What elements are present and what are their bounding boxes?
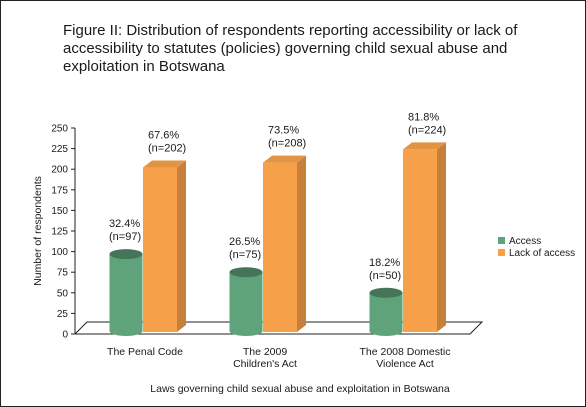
legend-label: Lack of access xyxy=(509,248,575,259)
access-bar-body xyxy=(109,254,143,331)
lack-data-label: (n=208) xyxy=(268,138,306,150)
access-bar-top xyxy=(229,267,263,278)
y-tick-label: 0 xyxy=(62,330,68,341)
access-bar-top xyxy=(369,287,403,298)
lack-bar-front xyxy=(143,167,177,332)
access-data-label: 32.4% xyxy=(109,218,140,230)
y-axis-title: Number of respondents xyxy=(32,176,44,286)
lack-bar-front xyxy=(263,162,297,332)
y-tick-label: 75 xyxy=(57,268,69,279)
access-bar-base xyxy=(109,326,143,336)
lack-bar-side xyxy=(297,155,306,332)
lack-data-label: 81.8% xyxy=(408,111,439,123)
category-label: Children's Act xyxy=(233,358,297,370)
access-bar-body xyxy=(229,272,263,331)
access-bar-base xyxy=(229,326,263,336)
lack-data-label: (n=224) xyxy=(408,124,446,136)
y-tick-label: 250 xyxy=(51,124,68,135)
access-data-label: (n=50) xyxy=(369,270,401,282)
access-data-label: (n=97) xyxy=(109,231,141,243)
lack-data-label: 67.6% xyxy=(148,130,179,142)
category-label: The 2008 Domestic xyxy=(359,346,450,358)
lack-data-label: (n=202) xyxy=(148,143,186,155)
access-data-label: 18.2% xyxy=(369,257,400,269)
access-data-label: 26.5% xyxy=(229,236,260,248)
chart-title: Figure II: Distribution of respondents r… xyxy=(63,22,518,75)
category-label: The Penal Code xyxy=(107,346,183,358)
lack-bar-front xyxy=(403,149,437,332)
y-tick-label: 225 xyxy=(51,144,68,155)
y-tick-label: 150 xyxy=(51,206,68,217)
lack-bar-side xyxy=(437,142,446,332)
y-tick-label: 175 xyxy=(51,185,68,196)
legend-swatch xyxy=(498,237,505,244)
lack-bar-top xyxy=(403,142,446,150)
legend-label: Access xyxy=(509,236,541,247)
y-tick-label: 50 xyxy=(57,288,69,299)
x-axis-title: Laws governing child sexual abuse and ex… xyxy=(150,383,450,395)
lack-bar-side xyxy=(177,160,186,332)
y-tick-label: 125 xyxy=(51,227,68,238)
lack-bar-top xyxy=(143,160,186,168)
access-bar-body xyxy=(369,292,403,331)
y-tick-label: 25 xyxy=(57,309,69,320)
lack-bar-top xyxy=(263,155,306,163)
y-tick-label: 200 xyxy=(51,165,68,176)
category-label: The 2009 xyxy=(243,346,288,358)
access-bar-top xyxy=(109,249,143,260)
access-data-label: (n=75) xyxy=(229,249,261,261)
access-bar-base xyxy=(369,326,403,336)
category-label: Violence Act xyxy=(376,358,434,370)
legend-swatch xyxy=(498,249,505,256)
lack-data-label: 73.5% xyxy=(268,125,299,137)
y-tick-label: 100 xyxy=(51,247,68,258)
